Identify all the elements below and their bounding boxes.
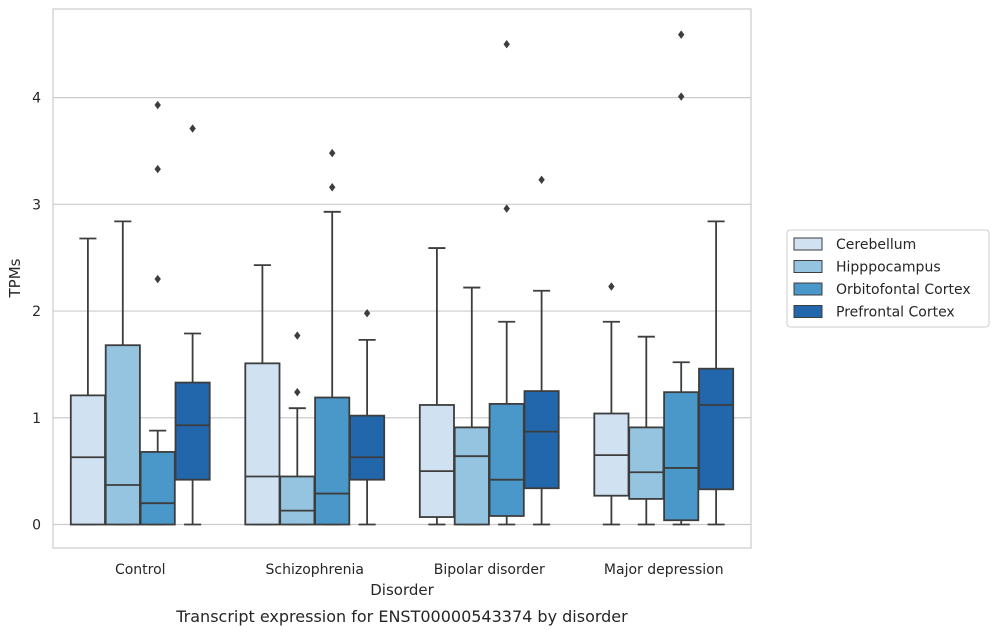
- box-prefrontal-cortex-1: [349, 308, 386, 526]
- outlier-point: [503, 204, 510, 213]
- box-body: [628, 426, 665, 500]
- box-hipppocampus-2: [453, 286, 490, 526]
- box-body: [663, 391, 700, 522]
- x-tick-label: Schizophrenia: [266, 562, 364, 578]
- box-hipppocampus-3: [628, 335, 665, 526]
- box-body: [314, 396, 351, 526]
- box-body: [139, 451, 176, 526]
- outlier-point: [678, 92, 685, 101]
- y-tick-label: 2: [32, 304, 41, 320]
- box-body: [244, 362, 281, 526]
- outlier-point: [189, 124, 196, 133]
- box-cerebellum-1: [244, 264, 281, 526]
- outlier-point: [154, 100, 161, 110]
- plot-frame: [52, 8, 752, 549]
- x-tick-label: Control: [115, 562, 166, 578]
- legend-label: Prefrontal Cortex: [836, 305, 955, 321]
- outlier-point: [294, 331, 301, 340]
- x-tick-labels: Control Schizophrenia Bipolar disorder Majo…: [115, 562, 724, 578]
- outlier-point: [363, 308, 371, 318]
- outlier-point: [608, 282, 615, 291]
- y-tick-label: 0: [32, 518, 41, 534]
- box-body: [523, 390, 560, 490]
- outlier-point: [154, 164, 161, 174]
- outlier-point: [329, 183, 336, 192]
- x-tick-label: Major depression: [604, 562, 724, 578]
- box-prefrontal-cortex-3: [698, 220, 735, 526]
- box-hipppocampus-0: [104, 220, 141, 526]
- box-hipppocampus-1: [279, 331, 316, 526]
- box-body: [453, 426, 490, 526]
- outlier-point: [503, 40, 510, 49]
- legend-swatch: [793, 260, 823, 273]
- box-body: [104, 344, 141, 526]
- y-tick-labels: 0 1 2 3 4: [32, 91, 41, 534]
- box-body: [69, 394, 106, 526]
- y-tick-label: 4: [32, 91, 41, 107]
- legend-label: Hipppocampus: [836, 260, 941, 276]
- box-orbitofontal-cortex-1: [314, 148, 351, 526]
- box-body: [488, 403, 525, 517]
- box-body: [279, 475, 316, 526]
- legend-swatch: [793, 282, 823, 296]
- outlier-point: [678, 30, 685, 39]
- legend-label: Orbitofontal Cortex: [836, 282, 971, 298]
- x-axis-label: Disorder: [370, 581, 434, 599]
- outlier-point: [154, 274, 161, 284]
- y-tick-label: 1: [32, 411, 41, 427]
- box-orbitofontal-cortex-3: [663, 30, 700, 526]
- box-body: [698, 367, 735, 491]
- outlier-point: [538, 175, 545, 184]
- y-tick-label: 3: [32, 197, 41, 213]
- box-body: [349, 414, 386, 481]
- box-orbitofontal-cortex-0: [139, 100, 176, 526]
- outlier-point: [294, 387, 301, 397]
- x-tick-label: Bipolar disorder: [434, 562, 545, 578]
- legend: Cerebellum Hipppocampus Orbitofontal Corte…: [786, 229, 990, 328]
- box-prefrontal-cortex-0: [174, 124, 211, 526]
- chart-caption: Transcript expression for ENST0000054337…: [175, 607, 628, 626]
- box-cerebellum-0: [69, 237, 106, 526]
- box-orbitofontal-cortex-2: [488, 40, 525, 526]
- box-body: [418, 404, 455, 518]
- box-body: [174, 381, 211, 481]
- legend-swatch: [793, 237, 823, 251]
- box-cerebellum-2: [418, 247, 455, 526]
- outlier-point: [329, 148, 336, 158]
- box-groups: [69, 30, 735, 526]
- y-axis-label: TPMs: [6, 258, 24, 298]
- box-cerebellum-3: [593, 282, 630, 526]
- legend-swatch: [793, 305, 823, 318]
- legend-label: Cerebellum: [836, 237, 916, 253]
- legend-frame: [786, 229, 990, 328]
- box-prefrontal-cortex-2: [523, 175, 560, 526]
